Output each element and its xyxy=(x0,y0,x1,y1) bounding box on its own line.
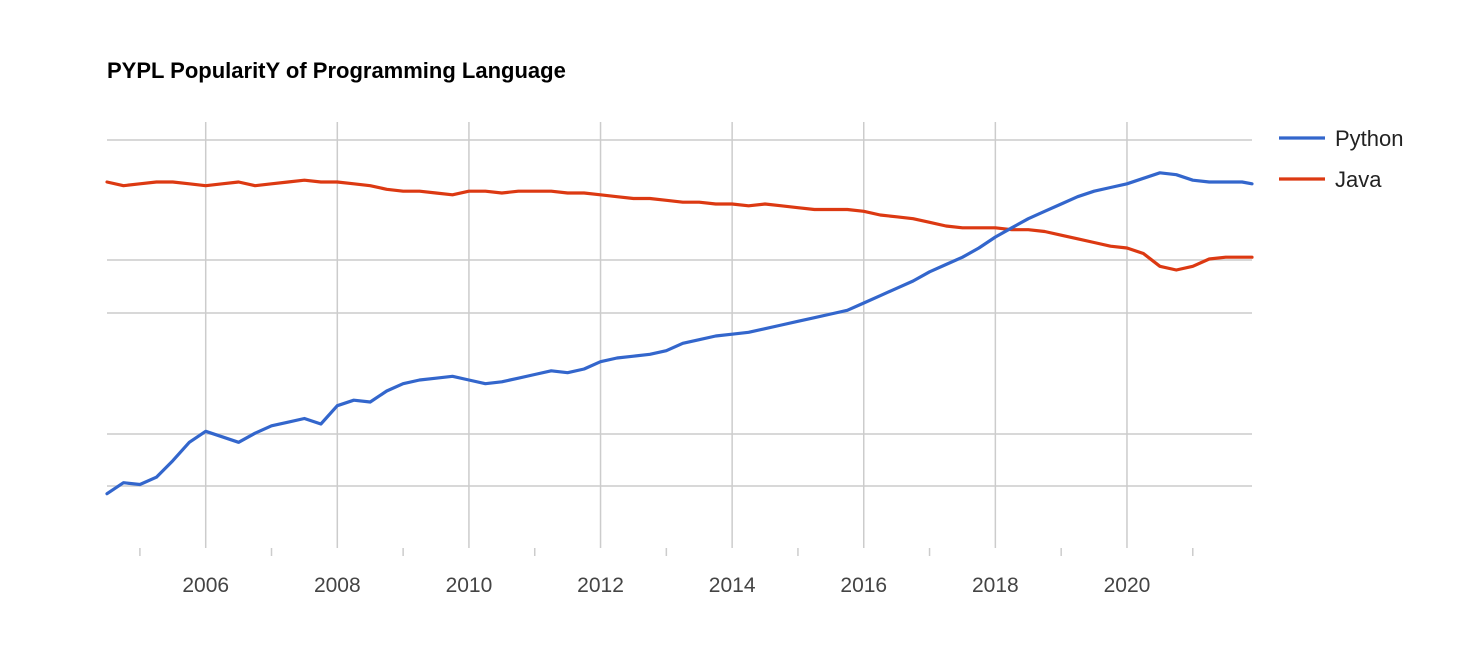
legend-label-java: Java xyxy=(1335,167,1382,192)
series-line-java xyxy=(105,178,1254,272)
x-axis: 2006 2008 2010 2012 2014 2016 2018 2020 xyxy=(139,548,1194,597)
series-lines xyxy=(105,171,1254,496)
x-tick-label: 2020 xyxy=(1104,574,1151,597)
x-tick-label: 2012 xyxy=(577,574,624,597)
x-tick-label: 2010 xyxy=(446,574,493,597)
x-tick-label: 2016 xyxy=(840,574,887,597)
x-tick-label: 2006 xyxy=(182,574,229,597)
x-tick-label: 2008 xyxy=(314,574,361,597)
legend: Python Java xyxy=(1279,126,1404,192)
x-tick-label: 2014 xyxy=(709,574,756,597)
series-line-python xyxy=(105,171,1254,496)
legend-label-python: Python xyxy=(1335,126,1404,151)
chart-title: PYPL PopularitY of Programming Language xyxy=(107,58,566,83)
x-tick-label: 2018 xyxy=(972,574,1019,597)
grid-lines xyxy=(107,122,1252,548)
